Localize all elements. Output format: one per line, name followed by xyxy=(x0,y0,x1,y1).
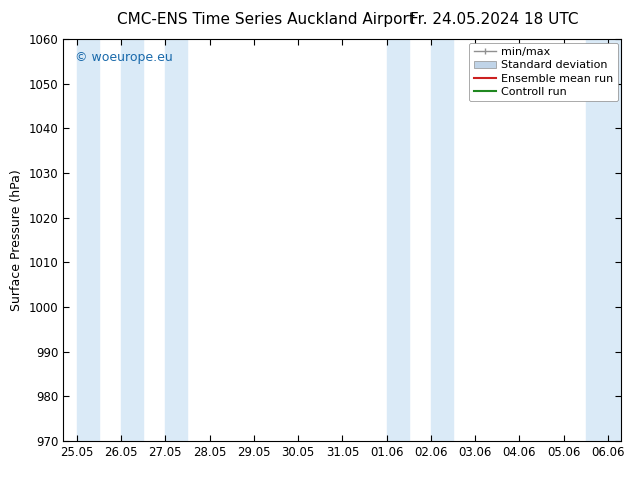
Bar xyxy=(121,39,143,441)
Text: CMC-ENS Time Series Auckland Airport: CMC-ENS Time Series Auckland Airport xyxy=(117,12,415,27)
Bar xyxy=(387,39,409,441)
Bar xyxy=(586,39,621,441)
Bar xyxy=(431,39,453,441)
Bar xyxy=(165,39,188,441)
Text: Fr. 24.05.2024 18 UTC: Fr. 24.05.2024 18 UTC xyxy=(410,12,579,27)
Y-axis label: Surface Pressure (hPa): Surface Pressure (hPa) xyxy=(10,169,23,311)
Legend: min/max, Standard deviation, Ensemble mean run, Controll run: min/max, Standard deviation, Ensemble me… xyxy=(469,43,618,101)
Text: © woeurope.eu: © woeurope.eu xyxy=(75,51,172,64)
Bar xyxy=(77,39,99,441)
